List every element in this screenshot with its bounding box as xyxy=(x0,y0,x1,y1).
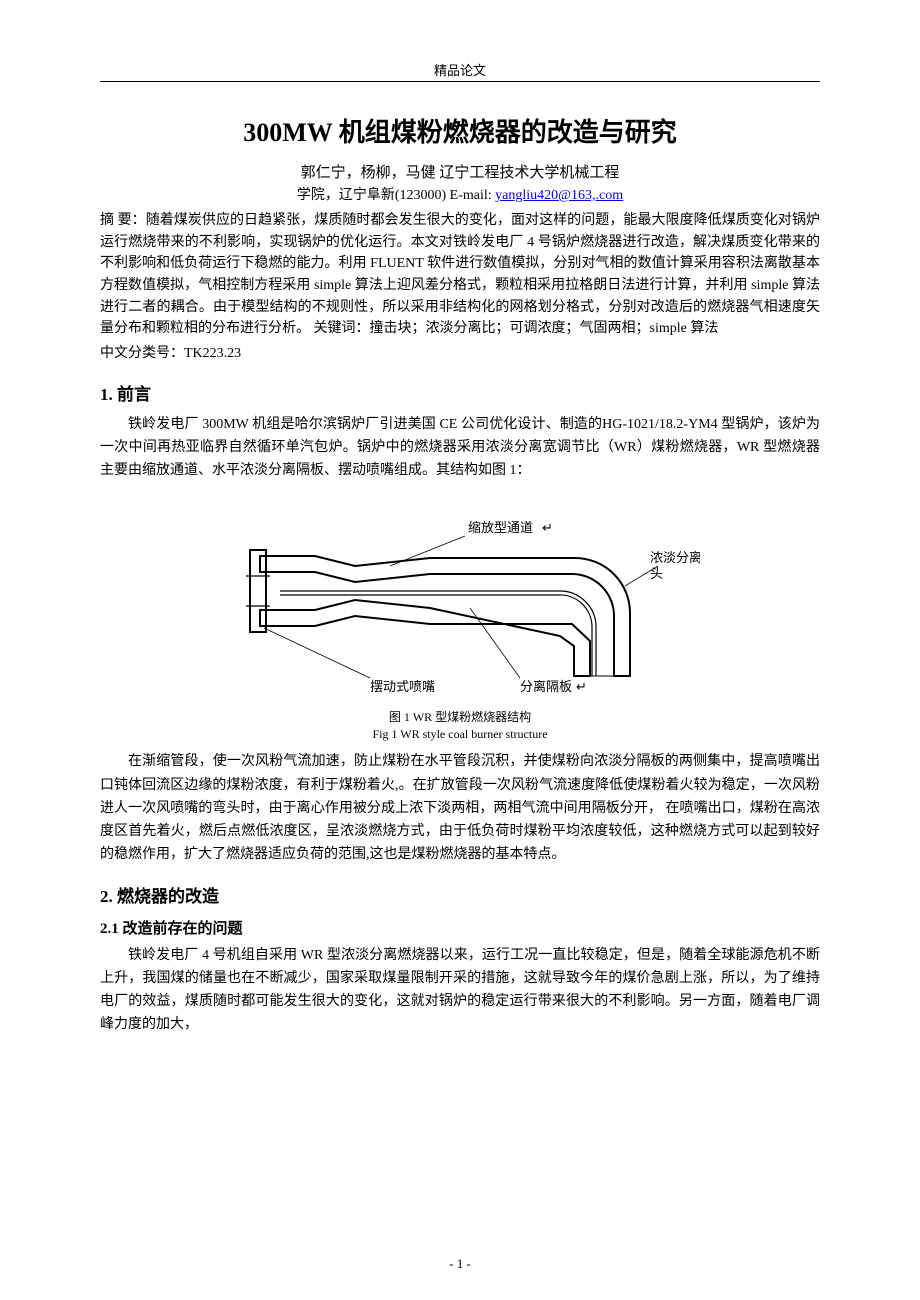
svg-text:↵: ↵ xyxy=(576,679,587,694)
page: 精品论文 300MW 机组煤粉燃烧器的改造与研究 郭仁宁，杨柳，马健 辽宁工程技… xyxy=(0,0,920,1300)
header-rule xyxy=(100,81,820,82)
page-number: - 1 - xyxy=(0,1256,920,1272)
figure-1-label-bottom-left: 摆动式喷嘴 xyxy=(370,679,435,694)
section-1-para-1: 铁岭发电厂 300MW 机组是哈尔滨锅炉厂引进美国 CE 公司优化设计、制造的H… xyxy=(100,413,820,482)
affiliation-line: 学院，辽宁阜新(123000) E-mail: yangliu420@163,.… xyxy=(100,184,820,204)
section-2-1-para-1: 铁岭发电厂 4 号机组自采用 WR 型浓淡分离燃烧器以来，运行工况一直比较稳定，… xyxy=(100,944,820,1036)
paper-title: 300MW 机组煤粉燃烧器的改造与研究 xyxy=(100,112,820,149)
section-2-heading: 2. 燃烧器的改造 xyxy=(100,882,820,907)
running-header: 精品论文 xyxy=(100,60,820,79)
section-1-heading: 1. 前言 xyxy=(100,380,820,405)
section-1-title: 前言 xyxy=(113,385,151,404)
abstract-block: 摘 要：随着煤炭供应的日趋紧张，煤质随时都会发生很大的变化，面对这样的问题，能最… xyxy=(100,210,820,340)
figure-1-label-right-1: 浓淡分离弯 xyxy=(650,550,700,565)
section-2-1-title: 改造前存在的问题 xyxy=(119,921,243,937)
classification-line: 中文分类号：TK223.23 xyxy=(100,342,820,362)
section-2-num: 2. xyxy=(100,887,113,906)
svg-text:↵: ↵ xyxy=(542,520,553,535)
section-2-1-num: 2.1 xyxy=(100,921,119,937)
figure-1-label-bottom-right: 分离隔板 xyxy=(520,679,572,694)
figure-1-label-top: 缩放型通道 xyxy=(468,520,533,535)
classification-value: TK223.23 xyxy=(184,346,241,361)
figure-1-caption-en: Fig 1 WR style coal burner structure xyxy=(100,727,820,742)
authors-line: 郭仁宁，杨柳，马健 辽宁工程技术大学机械工程 xyxy=(100,161,820,182)
figure-1-caption-cn: 图 1 WR 型煤粉燃烧器结构 xyxy=(100,708,820,725)
section-1-para-2: 在渐缩管段，使一次风粉气流加速，防止煤粉在水平管段沉积，并使煤粉向浓淡分隔板的两… xyxy=(100,750,820,865)
section-1-num: 1. xyxy=(100,385,113,404)
email-link[interactable]: yangliu420@163,.com xyxy=(495,188,623,203)
classification-label: 中文分类号： xyxy=(100,346,184,361)
affiliation-text: 学院，辽宁阜新(123000) E-mail: xyxy=(297,188,495,203)
figure-1-label-right-2: 头 xyxy=(650,566,663,581)
figure-1-diagram: 缩放型通道 浓淡分离弯 头 摆动式喷嘴 分离隔板 ↵ ↵ xyxy=(220,496,700,706)
abstract-text: 随着煤炭供应的日趋紧张，煤质随时都会发生很大的变化，面对这样的问题，能最大限度降… xyxy=(100,213,820,336)
section-2-title: 燃烧器的改造 xyxy=(113,887,219,906)
section-2-1-heading: 2.1 改造前存在的问题 xyxy=(100,917,820,938)
figure-1: 缩放型通道 浓淡分离弯 头 摆动式喷嘴 分离隔板 ↵ ↵ 图 1 WR 型煤粉燃… xyxy=(100,496,820,742)
abstract-label: 摘 要： xyxy=(100,213,146,228)
